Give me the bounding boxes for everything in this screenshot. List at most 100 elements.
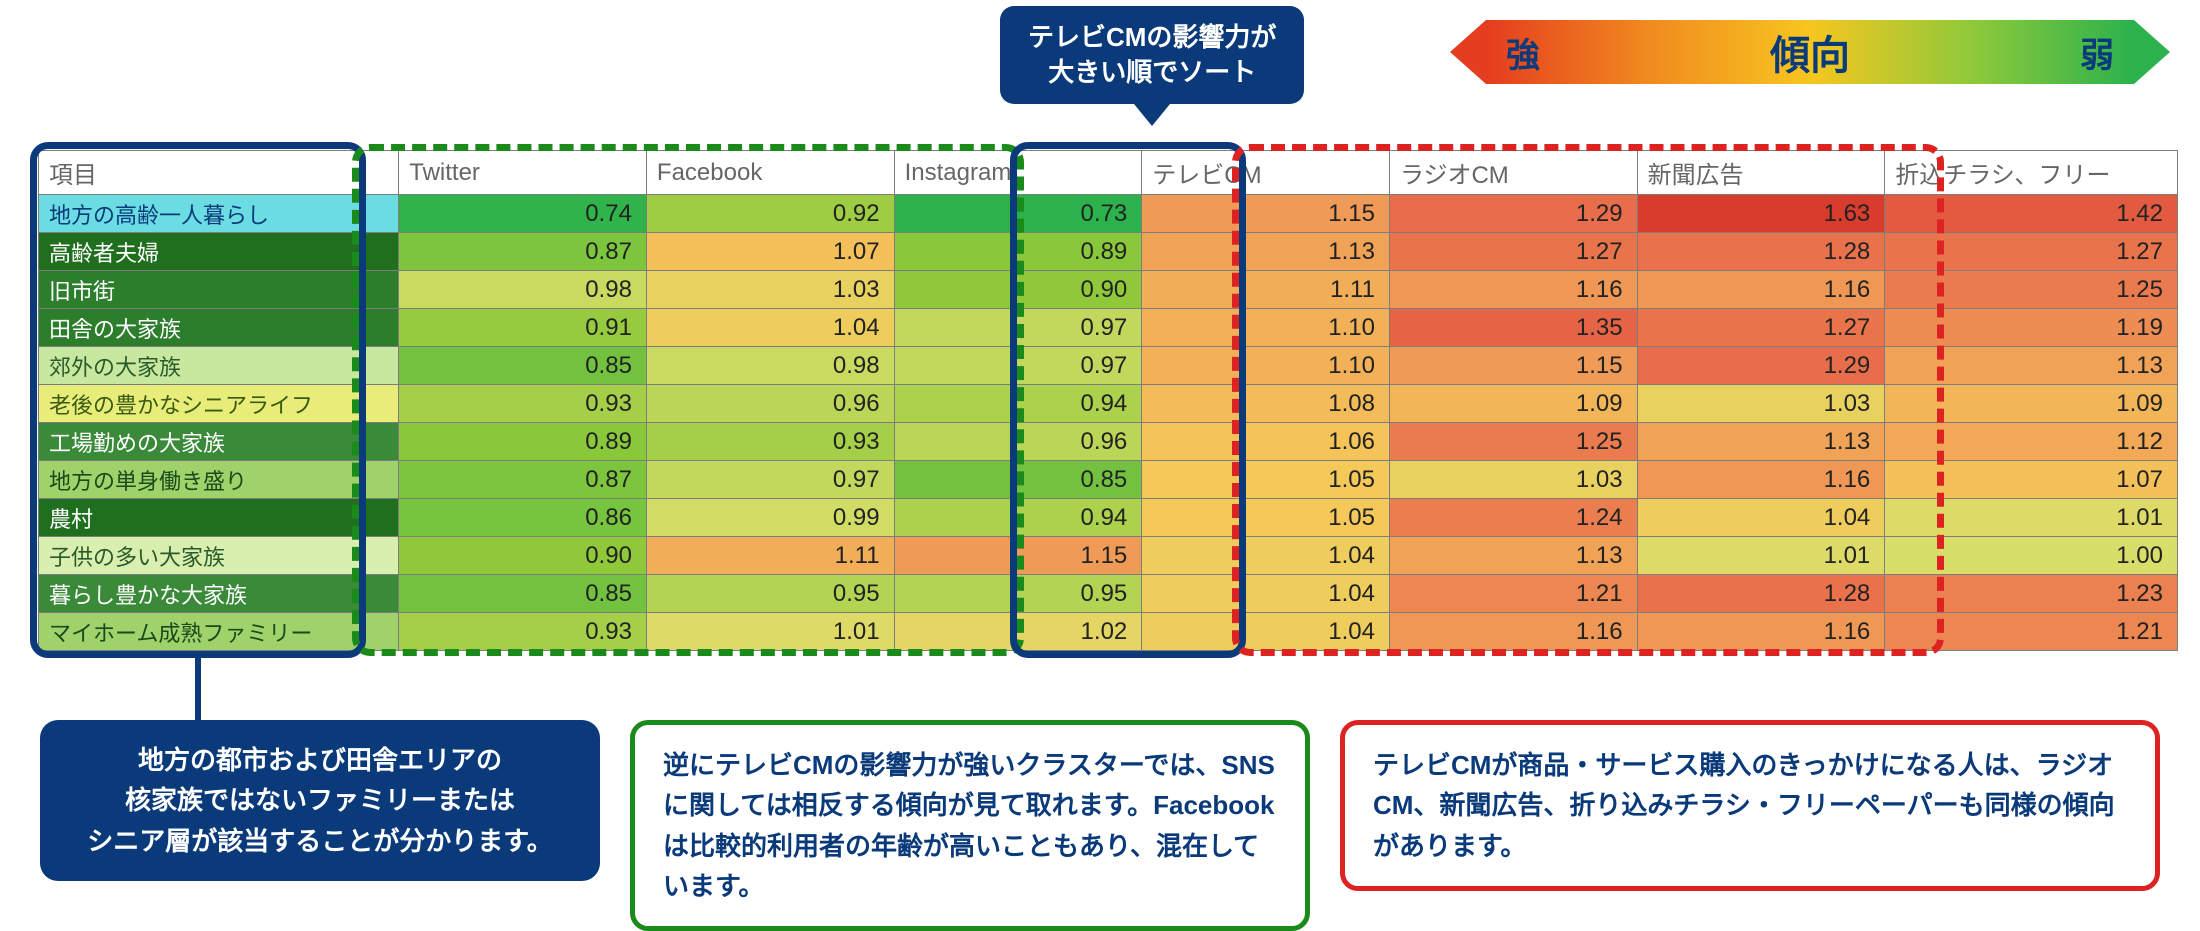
cell: 1.42 <box>1885 195 2178 233</box>
legend-arrow-body: 強 傾向 弱 <box>1486 20 2134 84</box>
cell: 1.11 <box>646 537 894 575</box>
cell: 1.01 <box>646 613 894 651</box>
cell: 1.15 <box>1389 347 1637 385</box>
legend-label-weak: 弱 <box>2080 28 2114 77</box>
cell: 0.87 <box>399 461 647 499</box>
cell: 1.13 <box>1637 423 1885 461</box>
cell: 0.86 <box>399 499 647 537</box>
cell: 1.27 <box>1389 233 1637 271</box>
legend-label-strong: 強 <box>1506 28 1540 77</box>
table-header-col-4: ラジオCM <box>1389 151 1637 195</box>
cell: 1.21 <box>1389 575 1637 613</box>
cell: 0.90 <box>894 271 1142 309</box>
table-row: 農村0.860.990.941.051.241.041.01 <box>39 499 2178 537</box>
cell: 1.11 <box>1142 271 1390 309</box>
row-label: 農村 <box>39 499 399 537</box>
cell: 1.04 <box>1142 613 1390 651</box>
table-row: 高齢者夫婦0.871.070.891.131.271.281.27 <box>39 233 2178 271</box>
cell: 1.25 <box>1389 423 1637 461</box>
table-row: 子供の多い大家族0.901.111.151.041.131.011.00 <box>39 537 2178 575</box>
callout-box-red: テレビCMが商品・サービス購入のきっかけになる人は、ラジオCM、新聞広告、折り込… <box>1340 720 2160 891</box>
cell: 0.90 <box>399 537 647 575</box>
cell: 1.04 <box>646 309 894 347</box>
cell: 1.00 <box>1885 537 2178 575</box>
cell: 0.93 <box>399 385 647 423</box>
cell: 0.95 <box>646 575 894 613</box>
cell: 1.10 <box>1142 347 1390 385</box>
legend-arrow-tip-left <box>1450 20 1486 84</box>
row-label: 郊外の大家族 <box>39 347 399 385</box>
legend-arrow-tip-right <box>2134 20 2170 84</box>
row-label: 地方の高齢一人暮らし <box>39 195 399 233</box>
table-header-col-6: 折込チラシ、フリー <box>1885 151 2178 195</box>
table-header-label: 項目 <box>39 151 399 195</box>
cell: 1.19 <box>1885 309 2178 347</box>
cell: 1.03 <box>1637 385 1885 423</box>
table-header-col-1: Facebook <box>646 151 894 195</box>
cell: 1.04 <box>1637 499 1885 537</box>
cell: 1.07 <box>646 233 894 271</box>
cell: 0.98 <box>646 347 894 385</box>
callout-box-green: 逆にテレビCMの影響力が強いクラスターでは、SNSに関しては相反する傾向が見て取… <box>630 720 1310 931</box>
cell: 0.73 <box>894 195 1142 233</box>
cell: 1.03 <box>646 271 894 309</box>
box-blue-line1: 地方の都市および田舎エリアの <box>138 745 502 775</box>
box-blue-line2: 核家族ではないファミリーまたは <box>125 785 515 815</box>
row-label: 工場勤めの大家族 <box>39 423 399 461</box>
row-label: 地方の単身働き盛り <box>39 461 399 499</box>
table-header-col-5: 新聞広告 <box>1637 151 1885 195</box>
cell: 0.94 <box>894 499 1142 537</box>
cell: 0.87 <box>399 233 647 271</box>
cell: 1.25 <box>1885 271 2178 309</box>
cell: 0.93 <box>646 423 894 461</box>
cell: 1.24 <box>1389 499 1637 537</box>
cell: 1.07 <box>1885 461 2178 499</box>
table-row: 田舎の大家族0.911.040.971.101.351.271.19 <box>39 309 2178 347</box>
cell: 1.16 <box>1637 271 1885 309</box>
cell: 0.96 <box>894 423 1142 461</box>
cell: 1.23 <box>1885 575 2178 613</box>
cell: 1.13 <box>1885 347 2178 385</box>
cell: 0.85 <box>894 461 1142 499</box>
row-label: 老後の豊かなシニアライフ <box>39 385 399 423</box>
cell: 1.63 <box>1637 195 1885 233</box>
table-row: 老後の豊かなシニアライフ0.930.960.941.081.091.031.09 <box>39 385 2178 423</box>
cell: 0.85 <box>399 347 647 385</box>
cell: 0.92 <box>646 195 894 233</box>
cell: 1.01 <box>1885 499 2178 537</box>
cell: 0.97 <box>894 309 1142 347</box>
row-label: 高齢者夫婦 <box>39 233 399 271</box>
cell: 1.16 <box>1637 613 1885 651</box>
row-label: 田舎の大家族 <box>39 309 399 347</box>
cell: 1.09 <box>1389 385 1637 423</box>
table-row: 郊外の大家族0.850.980.971.101.151.291.13 <box>39 347 2178 385</box>
table-header-col-3: テレビCM <box>1142 151 1390 195</box>
table-row: 地方の単身働き盛り0.870.970.851.051.031.161.07 <box>39 461 2178 499</box>
cell: 1.16 <box>1389 271 1637 309</box>
box-red-text: テレビCMが商品・サービス購入のきっかけになる人は、ラジオCM、新聞広告、折り込… <box>1373 750 2115 861</box>
cell: 1.15 <box>1142 195 1390 233</box>
table-row: 地方の高齢一人暮らし0.740.920.731.151.291.631.42 <box>39 195 2178 233</box>
cell: 0.93 <box>399 613 647 651</box>
heatmap-table: 項目TwitterFacebookInstagramテレビCMラジオCM新聞広告… <box>38 150 2178 651</box>
row-label: 子供の多い大家族 <box>39 537 399 575</box>
box-blue-line3: シニア層が該当することが分かります。 <box>87 826 552 856</box>
cell: 0.97 <box>894 347 1142 385</box>
box-green-text: 逆にテレビCMの影響力が強いクラスターでは、SNSに関しては相反する傾向が見て取… <box>663 750 1275 901</box>
table-row: マイホーム成熟ファミリー0.931.011.021.041.161.161.21 <box>39 613 2178 651</box>
row-label: 暮らし豊かな大家族 <box>39 575 399 613</box>
cell: 1.04 <box>1142 537 1390 575</box>
legend-arrow: 強 傾向 弱 <box>1450 20 2170 84</box>
cell: 0.91 <box>399 309 647 347</box>
cell: 1.27 <box>1885 233 2178 271</box>
callout-box-blue: 地方の都市および田舎エリアの 核家族ではないファミリーまたは シニア層が該当する… <box>40 720 600 881</box>
cell: 0.95 <box>894 575 1142 613</box>
cell: 1.28 <box>1637 575 1885 613</box>
cell: 1.21 <box>1885 613 2178 651</box>
cell: 0.94 <box>894 385 1142 423</box>
heatmap-table-container: 項目TwitterFacebookInstagramテレビCMラジオCM新聞広告… <box>38 150 2178 651</box>
legend-label-mid: 傾向 <box>1770 23 1850 81</box>
cell: 0.89 <box>894 233 1142 271</box>
cell: 1.16 <box>1389 613 1637 651</box>
table-row: 暮らし豊かな大家族0.850.950.951.041.211.281.23 <box>39 575 2178 613</box>
